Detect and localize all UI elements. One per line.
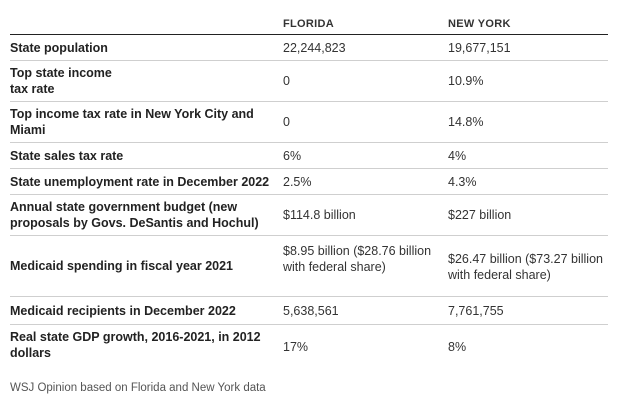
- table-row: State population 22,244,823 19,677,151: [10, 35, 608, 61]
- table-header: FLORIDA NEW YORK: [10, 14, 608, 34]
- florida-value: 6%: [283, 149, 302, 163]
- new-york-value: 10.9%: [448, 74, 484, 88]
- row-label: Real state GDP growth, 2016-2021, in 201…: [10, 330, 261, 360]
- table-row: Medicaid recipients in December 2022 5,6…: [10, 297, 608, 325]
- florida-value: 5,638,561: [283, 304, 339, 318]
- new-york-value: 19,677,151: [448, 41, 511, 55]
- florida-value: $114.8 billion: [283, 208, 356, 222]
- florida-value: 0: [283, 74, 290, 88]
- florida-value: 17%: [283, 340, 309, 354]
- header-divider: [10, 34, 608, 35]
- source-note: WSJ Opinion based on Florida and New Yor…: [10, 382, 266, 394]
- florida-value: 2.5%: [283, 175, 312, 189]
- row-label: Top state income tax rate: [10, 66, 112, 96]
- new-york-value: 7,761,755: [448, 304, 504, 318]
- new-york-value: 4.3%: [448, 175, 477, 189]
- comparison-table: FLORIDA NEW YORK State population 22,244…: [10, 14, 608, 367]
- table-row: State unemployment rate in December 2022…: [10, 169, 608, 195]
- florida-value: 22,244,823: [283, 41, 346, 55]
- row-label: Medicaid spending in fiscal year 2021: [10, 259, 234, 273]
- table-row: Top state income tax rate 0 10.9%: [10, 61, 608, 102]
- row-label: Medicaid recipients in December 2022: [10, 304, 236, 318]
- new-york-value: 4%: [448, 149, 467, 163]
- column-header-florida: FLORIDA: [283, 18, 334, 30]
- row-label: Top income tax rate in New York City and…: [10, 107, 254, 137]
- florida-value: $8.95 billion ($28.76 billion with feder…: [283, 244, 432, 274]
- row-label: State population: [10, 41, 108, 55]
- table-row: State sales tax rate 6% 4%: [10, 143, 608, 169]
- new-york-value: 14.8%: [448, 115, 484, 129]
- row-label: State unemployment rate in December 2022: [10, 175, 270, 189]
- new-york-value: $227 billion: [448, 208, 512, 222]
- row-label: Annual state government budget (new prop…: [10, 200, 259, 230]
- table-row: Medicaid spending in fiscal year 2021 $8…: [10, 236, 608, 297]
- new-york-value: $26.47 billion ($73.27 billion with fede…: [448, 252, 603, 282]
- table-row: Real state GDP growth, 2016-2021, in 201…: [10, 325, 608, 367]
- row-label: State sales tax rate: [10, 149, 124, 163]
- new-york-value: 8%: [448, 340, 467, 354]
- florida-value: 0: [283, 115, 290, 129]
- table-row: Annual state government budget (new prop…: [10, 195, 608, 236]
- table-row: Top income tax rate in New York City and…: [10, 102, 608, 143]
- column-header-new-york: NEW YORK: [448, 18, 511, 30]
